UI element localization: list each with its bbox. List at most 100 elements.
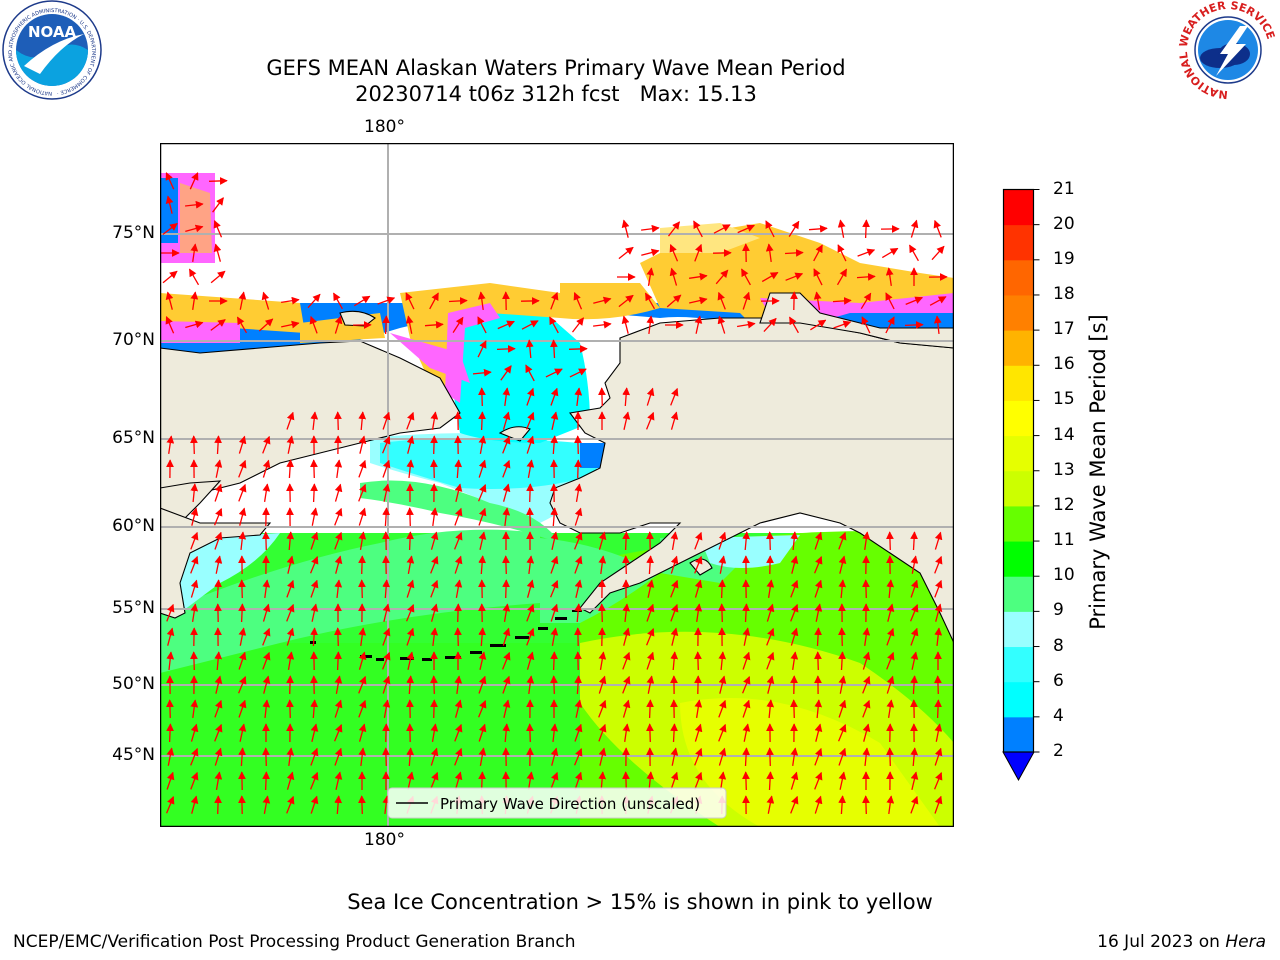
direction-arrow: [358, 675, 367, 694]
direction-arrow: [838, 531, 847, 550]
direction-arrow: [573, 531, 583, 550]
direction-arrow: [190, 291, 199, 310]
direction-arrow: [478, 723, 487, 742]
direction-arrow: [406, 411, 415, 430]
direction-arrow: [934, 747, 943, 766]
nws-logo: NATIONAL WEATHER SERVICE: [1177, 0, 1277, 100]
direction-arrow: [790, 795, 799, 814]
direction-arrow: [262, 795, 271, 815]
direction-arrow: [862, 747, 871, 766]
direction-arrow: [190, 483, 199, 503]
direction-arrow: [310, 483, 318, 503]
direction-arrow: [382, 483, 391, 502]
direction-arrow: [833, 320, 852, 329]
direction-arrow: [214, 699, 223, 718]
direction-arrow: [406, 651, 415, 670]
direction-arrow: [862, 675, 871, 694]
direction-arrow: [430, 435, 438, 455]
direction-arrow: [766, 603, 775, 622]
direction-arrow: [645, 627, 655, 646]
direction-arrow: [810, 319, 827, 331]
direction-arrow: [502, 411, 511, 430]
direction-arrow: [598, 723, 607, 742]
direction-arrow: [190, 699, 199, 718]
direction-arrow: [382, 411, 391, 430]
direction-arrow: [286, 771, 295, 790]
direction-arrow: [646, 675, 655, 694]
direction-arrow: [574, 507, 583, 526]
direction-arrow: [550, 651, 558, 671]
direction-arrow: [382, 747, 390, 767]
direction-arrow: [670, 723, 679, 743]
direction-arrow: [885, 267, 894, 286]
direction-arrow: [694, 531, 703, 550]
colorbar-label-20: 20: [1053, 213, 1075, 234]
noaa-text: NOAA: [28, 23, 77, 41]
colorbar-segment: [1003, 505, 1034, 542]
direction-arrow: [166, 603, 175, 622]
direction-arrow: [694, 243, 703, 262]
direction-arrow: [646, 387, 655, 406]
direction-arrow: [502, 579, 510, 599]
lat-label-60: 60°N: [112, 516, 155, 536]
direction-arrow: [526, 603, 535, 622]
direction-arrow: [790, 627, 799, 646]
direction-arrow: [454, 507, 463, 526]
colorbar-segment: [1003, 435, 1034, 472]
direction-arrow: [286, 411, 295, 430]
direction-arrow: [477, 340, 487, 358]
direction-arrow: [574, 723, 583, 742]
direction-arrow: [406, 747, 415, 767]
direction-arrow: [406, 675, 415, 695]
direction-arrow: [405, 292, 415, 310]
direction-arrow: [526, 627, 535, 646]
direction-arrow: [214, 771, 223, 791]
direction-arrow: [358, 411, 367, 431]
direction-arrow: [502, 675, 511, 694]
direction-arrow: [550, 555, 559, 574]
direction-arrow: [646, 267, 655, 287]
direction-arrow: [406, 459, 415, 478]
direction-arrow: [694, 579, 703, 598]
direction-arrow: [214, 675, 223, 694]
direction-arrow: [718, 651, 727, 671]
direction-arrow: [478, 747, 487, 767]
direction-arrow: [286, 531, 295, 551]
direction-arrow: [886, 627, 895, 646]
direction-arrow: [310, 627, 319, 647]
direction-arrow: [622, 627, 631, 646]
direction-arrow: [574, 675, 583, 695]
direction-arrow: [454, 459, 463, 479]
direction-arrow: [598, 387, 606, 407]
direction-arrow: [406, 627, 415, 646]
direction-arrow: [286, 699, 294, 719]
direction-arrow: [208, 177, 228, 185]
direction-arrow: [717, 315, 726, 334]
direction-arrow: [598, 555, 607, 574]
direction-arrow: [790, 771, 799, 790]
direction-arrow: [814, 531, 823, 550]
direction-arrow: [310, 507, 319, 526]
direction-arrow: [742, 531, 751, 551]
direction-arrow: [309, 315, 318, 334]
direction-arrow: [166, 771, 175, 790]
direction-arrow: [382, 723, 390, 743]
direction-arrow: [262, 483, 271, 503]
direction-arrow: [382, 459, 391, 478]
direction-arrow: [934, 795, 943, 814]
direction-arrow: [790, 603, 799, 622]
direction-arrow: [881, 247, 899, 259]
direction-arrow: [334, 459, 343, 478]
direction-arrow: [165, 172, 175, 190]
direction-arrow: [622, 771, 630, 791]
direction-arrow: [382, 579, 391, 599]
direction-arrow: [550, 411, 559, 430]
direction-arrow: [377, 296, 396, 305]
direction-arrow: [190, 795, 199, 814]
direction-arrow: [190, 747, 199, 766]
direction-arrow: [307, 293, 321, 309]
colorbar-label-15: 15: [1053, 389, 1075, 410]
direction-arrow: [933, 771, 943, 790]
direction-arrow: [545, 368, 563, 378]
direction-arrow: [526, 507, 534, 527]
